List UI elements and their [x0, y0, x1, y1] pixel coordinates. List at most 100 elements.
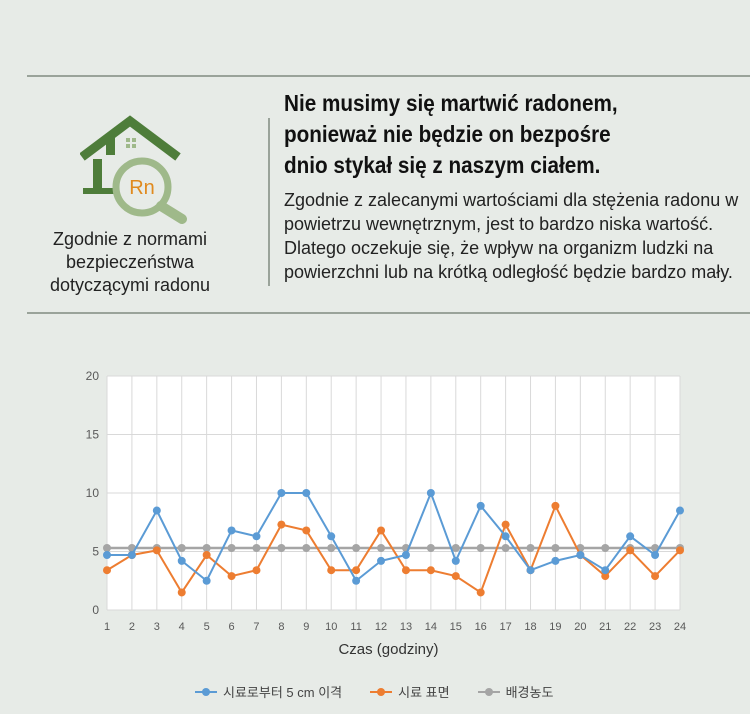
data-point: [152, 506, 161, 515]
data-point: [451, 572, 460, 581]
badge-caption-line: bezpieczeństwa: [65, 252, 195, 272]
x-tick-label: 6: [229, 621, 235, 633]
data-point: [302, 543, 311, 552]
y-tick-label: 15: [86, 428, 100, 442]
body-text: Zgodnie z zalecanymi wartościami dla stę…: [284, 190, 739, 282]
data-point: [401, 566, 410, 575]
x-axis-label: Czas (godziny): [338, 641, 438, 658]
data-point: [576, 551, 585, 560]
data-point: [103, 566, 111, 575]
y-tick-label: 5: [92, 545, 99, 559]
x-tick-label: 22: [624, 621, 636, 633]
data-point: [651, 572, 660, 581]
x-tick-label: 2: [129, 621, 135, 633]
data-point: [601, 566, 610, 575]
data-point: [327, 543, 336, 552]
legend-item-gray: 배경농도: [477, 682, 554, 701]
data-point: [252, 532, 261, 541]
data-point: [377, 526, 386, 535]
data-point: [626, 546, 635, 555]
data-point: [252, 543, 261, 552]
x-tick-label: 20: [574, 621, 586, 633]
chart-legend: 시료로부터 5 cm 이격 시료 표면 배경농도: [195, 682, 553, 701]
data-point: [526, 543, 535, 552]
data-point: [526, 566, 535, 575]
data-point: [476, 588, 485, 597]
data-point: [401, 551, 410, 560]
data-point: [451, 556, 460, 565]
data-point: [377, 543, 386, 552]
data-point: [426, 543, 435, 552]
data-point: [202, 543, 211, 552]
data-point: [476, 501, 485, 510]
legend-label: 배경농도: [505, 685, 554, 700]
data-point: [352, 566, 361, 575]
x-tick-label: 13: [400, 621, 412, 633]
data-point: [127, 551, 136, 560]
data-point: [501, 520, 510, 529]
radon-house-icon: Rn: [80, 115, 187, 224]
data-point: [676, 546, 684, 555]
badge-caption-line: dotyczącymi radonu: [49, 275, 211, 295]
data-point: [327, 566, 336, 575]
badge-caption: Zgodnie z normami bezpieczeństwa dotyczą…: [20, 228, 240, 297]
legend-item-blue: 시료로부터 5 cm 이격: [195, 682, 342, 701]
legend-item-orange: 시료 표면: [370, 682, 450, 701]
legend-marker-gray: [477, 687, 500, 696]
x-tick-label: 19: [549, 621, 561, 633]
badge-caption-line: Zgodnie z normami: [52, 229, 208, 249]
x-tick-label: 15: [450, 621, 462, 633]
rn-symbol: Rn: [129, 177, 155, 199]
data-point: [377, 556, 386, 565]
data-point: [252, 566, 261, 575]
data-point: [277, 543, 286, 552]
data-point: [601, 543, 610, 552]
x-tick-label: 18: [524, 621, 536, 633]
data-point: [103, 551, 111, 560]
data-point: [476, 543, 485, 552]
legend-label: 시료 표면: [398, 685, 450, 700]
y-tick-label: 0: [92, 603, 99, 617]
x-tick-label: 16: [475, 621, 487, 633]
x-tick-label: 17: [499, 621, 511, 633]
data-point: [177, 588, 186, 597]
data-point: [202, 576, 211, 585]
data-point: [501, 543, 510, 552]
x-tick-label: 10: [325, 621, 337, 633]
legend-marker-orange: [370, 687, 393, 696]
data-point: [451, 543, 460, 552]
headline: Nie musimy się martwić radonem, ponieważ…: [284, 88, 698, 181]
vertical-divider: [268, 118, 270, 286]
bottom-divider: [27, 312, 750, 314]
data-point: [152, 546, 161, 555]
data-point: [302, 489, 311, 497]
data-point: [551, 543, 560, 552]
headline-line: ponieważ nie będzie on bezpośre: [284, 121, 611, 147]
headline-line: Nie musimy się martwić radonem,: [284, 90, 618, 116]
legend-label: 시료로부터 5 cm 이격: [223, 685, 343, 700]
x-tick-label: 9: [303, 621, 309, 633]
data-point: [227, 572, 236, 581]
x-tick-label: 1: [104, 621, 110, 633]
data-point: [277, 489, 286, 497]
x-tick-label: 4: [179, 621, 185, 633]
x-tick-label: 5: [204, 621, 210, 633]
headline-line: dnio stykał się z naszym ciałem.: [284, 152, 601, 178]
data-point: [227, 526, 236, 535]
data-point: [551, 501, 560, 510]
x-tick-label: 21: [599, 621, 611, 633]
data-point: [177, 556, 186, 565]
data-point: [327, 532, 336, 541]
data-point: [227, 543, 236, 552]
x-tick-label: 8: [278, 621, 284, 633]
x-tick-label: 11: [350, 621, 361, 633]
data-point: [103, 543, 111, 552]
x-tick-label: 14: [425, 621, 437, 633]
y-tick-label: 10: [86, 486, 100, 500]
x-tick-label: 12: [375, 621, 387, 633]
data-point: [676, 506, 684, 515]
x-tick-label: 23: [649, 621, 661, 633]
legend-marker-blue: [195, 687, 217, 696]
top-divider: [27, 75, 750, 77]
data-point: [277, 520, 286, 529]
